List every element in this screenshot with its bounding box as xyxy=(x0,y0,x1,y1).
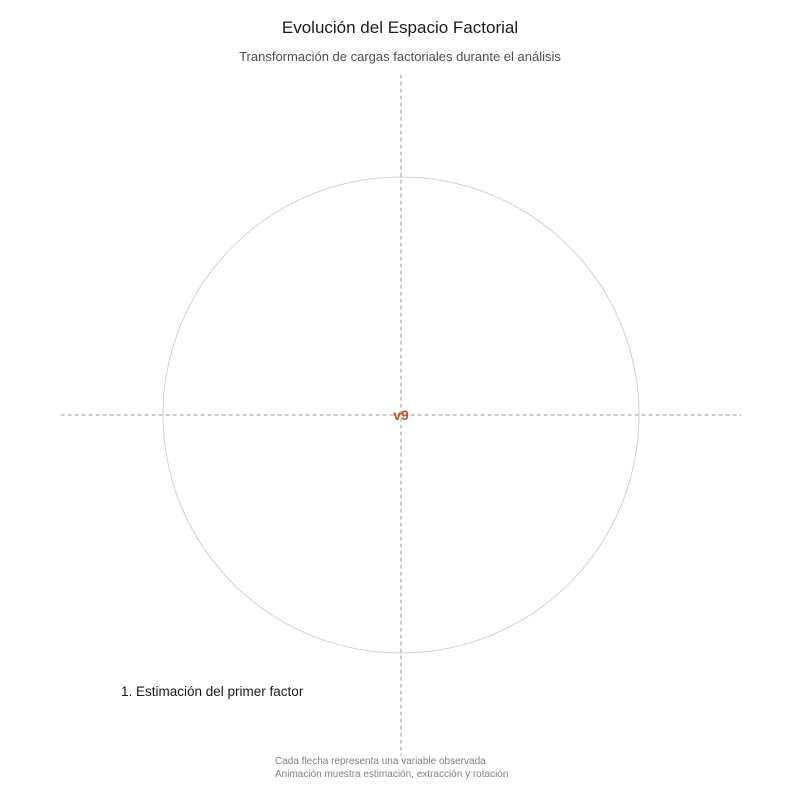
arrow-label: v9 xyxy=(393,407,409,423)
unit-circle xyxy=(162,176,640,654)
loading-arrows: v9 xyxy=(393,407,409,423)
animation-stage-label: 1. Estimación del primer factor xyxy=(121,684,304,699)
caption-line-2: Animación muestra estimación, extracción… xyxy=(275,769,509,780)
chart-caption: Cada flecha representa una variable obse… xyxy=(275,755,508,781)
chart-subtitle: Transformación de cargas factoriales dur… xyxy=(239,49,561,64)
chart-title: Evolución del Espacio Factorial xyxy=(281,18,519,37)
caption-line-1: Cada flecha representa una variable obse… xyxy=(275,756,486,767)
